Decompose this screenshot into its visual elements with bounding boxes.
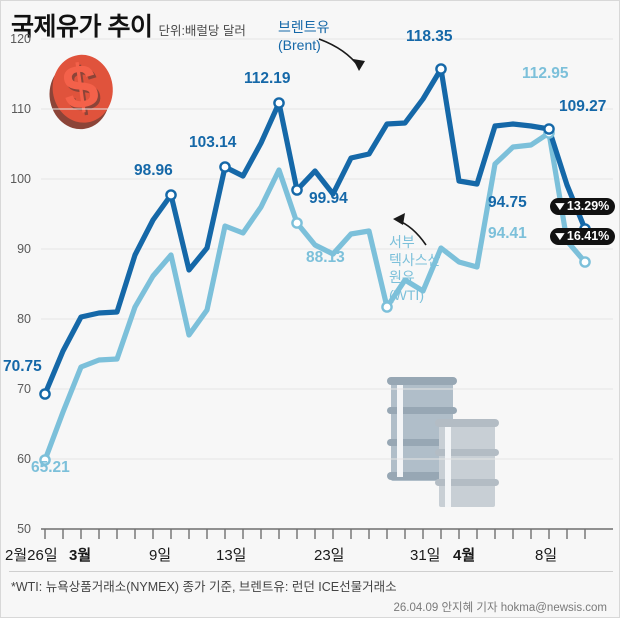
series-label-wti-line4: (WTI) (389, 286, 424, 303)
wti-point-8813 (381, 301, 393, 313)
series-label-wti: 서부 텍사스산 원유 (WTI) (389, 234, 441, 304)
value-label-brent-118-35: 118.35 (406, 28, 453, 45)
series-label-brent-line1: 브렌트유 (278, 19, 330, 35)
series-label-brent: 브렌트유 (Brent) (278, 19, 330, 54)
value-label-brent-98-96: 98.96 (134, 162, 173, 179)
value-label-brent-103-14: 103.14 (189, 134, 237, 151)
x-tick-9: 9일 (149, 547, 172, 564)
series-label-wti-line2: 텍사스산 (389, 251, 441, 268)
y-tick-100: 100 (10, 172, 31, 186)
value-label-wti-112-95: 112.95 (522, 65, 569, 82)
wti-point-start (39, 454, 51, 466)
status-badge-wti-change: ▼ 16.41% (550, 228, 616, 245)
page-title: 국제유가 추이 (11, 13, 153, 41)
value-label-wti-99-94: 99.94 (309, 190, 348, 207)
brent-point-10314 (219, 161, 231, 173)
value-label-wti-end: 94.41 (488, 225, 527, 242)
footer-divider (9, 571, 613, 572)
arrow-down-icon: ▼ (551, 229, 568, 243)
dollar-sign-icon: $ $ (49, 51, 113, 130)
footnote-text: *WTI: 뉴욕상품거래소(NYMEX) 종가 기준, 브렌트유: 런던 ICE… (11, 580, 397, 594)
x-tick-mar: 3월 (69, 547, 92, 564)
value-label-brent-112-19: 112.19 (244, 70, 291, 87)
value-label-wti-88-13: 88.13 (306, 249, 345, 266)
x-tick-13: 13일 (216, 547, 247, 564)
y-tick-60: 60 (17, 452, 31, 466)
badge-value-wti: 16.41% (566, 229, 610, 243)
series-label-brent-line2: (Brent) (278, 36, 321, 53)
value-label-brent-start: 70.75 (3, 358, 42, 375)
y-tick-70: 70 (17, 382, 31, 396)
brent-point-10927 (543, 123, 555, 135)
y-tick-50: 50 (17, 522, 31, 536)
series-label-wti-line3: 원유 (389, 269, 415, 285)
y-tick-90: 90 (17, 242, 31, 256)
brent-point-11219 (273, 97, 285, 109)
y-tick-80: 80 (17, 312, 31, 326)
wti-point-9994 (291, 217, 303, 229)
arrow-down-icon: ▼ (551, 199, 568, 213)
y-tick-120: 120 (10, 32, 31, 46)
x-tick-31: 31일 (410, 547, 441, 564)
brent-point-start (39, 388, 51, 400)
badge-value-brent: 13.29% (566, 199, 610, 213)
brent-point-9896 (165, 189, 177, 201)
x-tick-23: 23일 (314, 547, 345, 564)
brent-line (42, 66, 588, 397)
x-tick-feb26: 2월26일 (5, 547, 58, 564)
brent-arrow-head (353, 59, 365, 71)
brent-point-dip (291, 184, 303, 196)
unit-label: 단위:배럴당 달러 (158, 24, 246, 38)
oil-barrel-icon (387, 377, 499, 507)
wti-point-end (579, 256, 591, 268)
header: 국제유가 추이 단위:배럴당 달러 (11, 7, 246, 43)
x-axis-ticks (44, 529, 586, 539)
wti-arrow-head (393, 213, 405, 225)
value-label-wti-start: 65.21 (31, 459, 70, 476)
y-tick-110: 110 (11, 102, 31, 116)
series-label-wti-line1: 서부 (389, 234, 415, 250)
x-tick-apr: 4월 (453, 547, 476, 564)
credit-text: 26.04.09 안지혜 기자 hokma@newsis.com (393, 602, 607, 614)
value-label-brent-109-27: 109.27 (559, 98, 607, 115)
x-tick-8: 8일 (535, 547, 558, 564)
brent-point-11835 (435, 63, 447, 75)
brent-markers (39, 63, 591, 400)
value-label-brent-end: 94.75 (488, 194, 527, 211)
status-badge-brent-change: ▼ 13.29% (550, 198, 616, 215)
wti-line (42, 130, 588, 463)
